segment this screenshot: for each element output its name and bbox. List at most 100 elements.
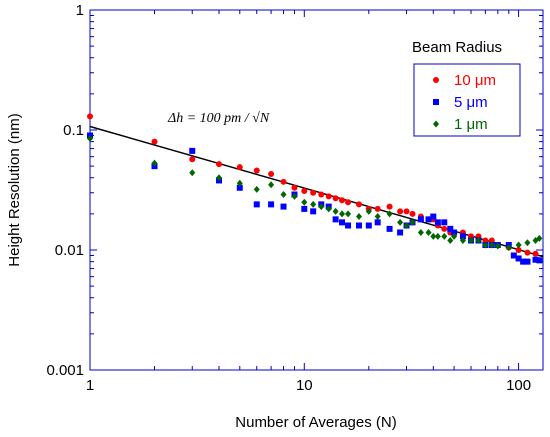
data-point — [216, 174, 223, 182]
axis-tick-labels: 1 10 100 0.001 0.01 0.1 1 — [46, 2, 531, 394]
data-point — [332, 195, 339, 202]
data-point — [524, 249, 531, 256]
data-point — [365, 222, 372, 229]
y-tick-label: 1 — [76, 2, 84, 19]
data-point — [451, 229, 458, 236]
legend-label: 10 μm — [454, 72, 496, 89]
data-point — [151, 138, 158, 145]
x-axis-label: Number of Averages (N) — [235, 414, 396, 431]
data-point — [403, 222, 410, 230]
data-point — [510, 252, 517, 259]
legend-box — [413, 63, 521, 137]
data-point — [268, 170, 275, 177]
data-point — [459, 236, 466, 244]
data-point — [253, 167, 260, 174]
data-point — [417, 228, 424, 236]
data-point — [536, 257, 543, 264]
data-point — [318, 191, 325, 198]
data-point — [532, 250, 539, 257]
data-point — [339, 197, 346, 204]
data-point — [425, 228, 432, 236]
legend-marker — [433, 99, 439, 105]
series-diamond — [87, 134, 543, 251]
data-point — [310, 200, 317, 208]
data-point — [236, 179, 243, 187]
data-point — [268, 181, 275, 189]
data-point — [430, 213, 437, 220]
data-point — [441, 232, 448, 240]
data-point — [325, 193, 332, 200]
data-point — [386, 225, 393, 232]
data-point — [515, 255, 522, 262]
data-point — [397, 218, 404, 226]
data-point — [87, 134, 93, 142]
data-point — [280, 178, 287, 185]
data-point — [345, 222, 352, 229]
data-point — [253, 201, 260, 208]
data-point — [291, 184, 298, 191]
data-point — [291, 192, 298, 200]
data-point — [524, 258, 531, 265]
data-point — [520, 258, 527, 265]
data-point — [236, 164, 243, 171]
data-point — [515, 247, 522, 253]
data-point — [441, 225, 448, 232]
data-point — [488, 237, 495, 244]
data-point — [441, 219, 448, 226]
x-tick-label: 1 — [86, 377, 94, 394]
data-point — [524, 239, 531, 247]
data-point — [189, 156, 196, 163]
data-point — [397, 208, 404, 215]
data-point — [280, 203, 287, 210]
legend-marker — [433, 77, 439, 83]
data-point — [434, 219, 441, 226]
data-point — [447, 236, 454, 244]
fit-equation-annotation: Δh = 100 pm / √N — [167, 111, 270, 126]
data-point — [332, 216, 339, 223]
fit-line-group — [89, 125, 544, 258]
data-point — [409, 218, 416, 226]
data-point — [459, 233, 466, 240]
data-point — [236, 184, 243, 191]
data-point — [417, 216, 424, 223]
data-point — [268, 201, 275, 208]
legend-label: 5 μm — [454, 94, 488, 111]
data-point — [345, 210, 352, 218]
data-point — [339, 219, 346, 226]
data-point — [339, 210, 346, 218]
data-point — [310, 208, 317, 215]
data-point — [355, 201, 362, 208]
data-point — [345, 199, 352, 206]
y-tick-label: 0.001 — [46, 362, 84, 379]
data-point — [216, 161, 223, 168]
fit-line — [89, 125, 544, 258]
data-point — [325, 205, 332, 213]
x-tick-label: 100 — [506, 377, 531, 394]
data-point — [482, 241, 489, 249]
y-tick-label: 0.1 — [63, 122, 84, 139]
data-point — [374, 205, 381, 212]
data-point — [374, 213, 381, 221]
legend-label: 1 μm — [454, 116, 488, 133]
data-point — [253, 185, 260, 193]
data-point — [403, 208, 410, 215]
data-point — [434, 232, 441, 240]
data-point — [397, 229, 404, 236]
y-axis-label: Height Resolution (nm) — [6, 113, 23, 266]
data-point — [386, 210, 393, 218]
data-point — [318, 203, 325, 211]
x-tick-label: 10 — [296, 377, 313, 394]
data-point — [494, 242, 501, 250]
data-point — [468, 236, 475, 244]
data-point — [475, 236, 482, 244]
data-point — [488, 241, 495, 249]
data-point — [189, 169, 196, 177]
data-points — [87, 113, 543, 265]
data-point — [425, 216, 432, 223]
data-point — [451, 232, 458, 240]
y-tick-label: 0.01 — [55, 242, 84, 259]
data-point — [87, 113, 93, 120]
data-point — [365, 207, 372, 215]
data-point — [151, 159, 158, 167]
